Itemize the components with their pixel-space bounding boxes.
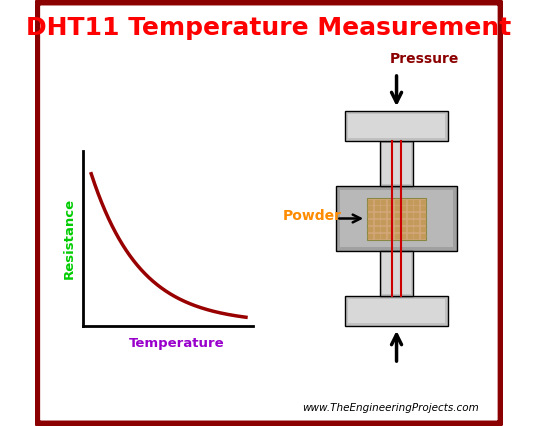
Text: DHT11 Temperature Measurement: DHT11 Temperature Measurement xyxy=(26,16,511,40)
Text: www.TheEngineeringProjects.com: www.TheEngineeringProjects.com xyxy=(302,403,480,413)
Bar xyxy=(348,299,445,323)
Bar xyxy=(336,186,456,251)
Bar xyxy=(367,198,426,239)
Bar xyxy=(382,143,411,184)
Text: Temperature: Temperature xyxy=(129,337,224,351)
Bar xyxy=(340,190,453,247)
Bar xyxy=(380,141,413,186)
Bar xyxy=(345,111,448,141)
Text: Resistance: Resistance xyxy=(62,198,75,279)
Text: Pressure: Pressure xyxy=(390,52,459,66)
Text: Powder: Powder xyxy=(282,210,342,224)
Bar xyxy=(380,251,413,296)
Bar xyxy=(345,296,448,326)
Bar xyxy=(382,253,411,294)
FancyBboxPatch shape xyxy=(37,2,501,424)
Bar xyxy=(348,114,445,138)
